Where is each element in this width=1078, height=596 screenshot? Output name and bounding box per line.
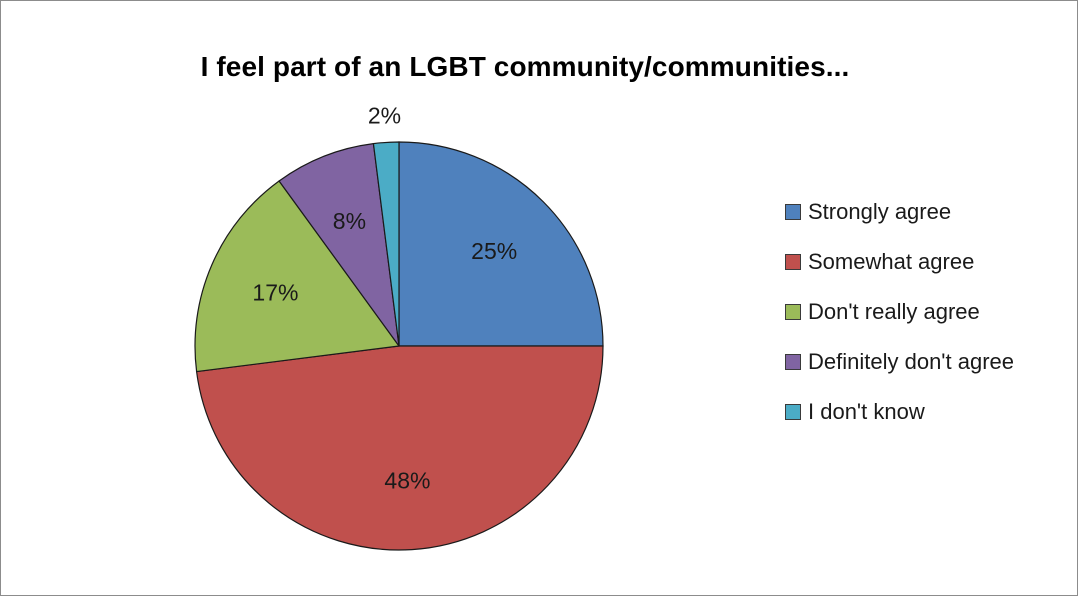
legend-label: Somewhat agree [808, 249, 975, 274]
data-label-dont-really-agree: 17% [252, 280, 298, 306]
legend-swatch [785, 204, 801, 220]
data-label-somewhat-agree: 48% [384, 467, 430, 493]
pie-slice-somewhat-agree [195, 345, 604, 551]
legend-label: Don't really agree [808, 299, 980, 324]
legend-label: I don't know [808, 399, 925, 424]
pie-slice-i-dont-know [372, 141, 400, 347]
chart-title: I feel part of an LGBT community/communi… [200, 51, 850, 82]
legend-item-dont-really-agree: Don't really agree [785, 287, 1075, 337]
legend-item-i-dont-know: I don't know [785, 387, 1075, 437]
legend-swatch [785, 404, 801, 420]
legend-swatch [785, 354, 801, 370]
legend-item-definitely-dont-agree: Definitely don't agree [785, 337, 1075, 387]
pie-slice-dont-really-agree [194, 180, 401, 373]
legend-item-strongly-agree: Strongly agree [785, 187, 1075, 237]
pie-slice-definitely-dont-agree [278, 142, 400, 347]
data-label-i-dont-know: 2% [368, 102, 401, 128]
data-label-definitely-dont-agree: 8% [333, 208, 366, 234]
legend-item-somewhat-agree: Somewhat agree [785, 237, 1075, 287]
legend-label: Strongly agree [808, 199, 952, 224]
legend-label: Definitely don't agree [808, 349, 1014, 374]
data-label-strongly-agree: 25% [471, 238, 517, 264]
pie-slice-strongly-agree [398, 141, 604, 347]
legend-swatch [785, 304, 801, 320]
legend: Strongly agree Somewhat agree Don't real… [785, 187, 1075, 437]
legend-swatch [785, 254, 801, 270]
